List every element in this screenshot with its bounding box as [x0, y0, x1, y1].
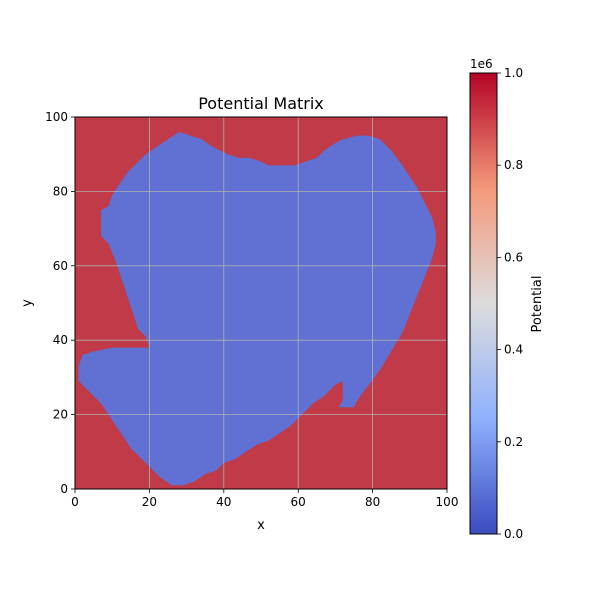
x-axis: 0 20 40 60 80 100: [71, 489, 458, 509]
y-tick-label: 20: [53, 408, 68, 422]
x-tick-label: 20: [142, 495, 157, 509]
colorbar-offset-label: 1e6: [470, 57, 493, 71]
colorbar: 0.0 0.2 0.4 0.6 0.8 1.0 1e6 Potential: [469, 57, 545, 541]
colorbar-tick-label: 0.4: [504, 343, 523, 357]
colorbar-tick-label: 1.0: [504, 66, 523, 80]
heatmap-region: [78, 131, 436, 486]
x-tick-label: 0: [71, 495, 79, 509]
x-axis-label: x: [257, 518, 265, 533]
colorbar-tick-label: 0.2: [504, 435, 523, 449]
x-tick-label: 60: [291, 495, 306, 509]
x-tick-label: 100: [436, 495, 459, 509]
y-axis: 0 20 40 60 80 100: [45, 110, 75, 496]
colorbar-tick-label: 0.6: [504, 250, 523, 264]
colorbar-gradient: [469, 72, 498, 535]
colorbar-label: Potential: [530, 276, 545, 333]
x-tick-label: 40: [216, 495, 231, 509]
y-axis-label: y: [20, 299, 35, 307]
y-tick-label: 0: [60, 482, 68, 496]
colorbar-tick-label: 0.8: [504, 158, 523, 172]
y-tick-label: 100: [45, 110, 68, 124]
plot-area: [74, 116, 448, 490]
y-tick-label: 80: [53, 184, 68, 198]
y-tick-label: 60: [53, 259, 68, 273]
colorbar-tick-label: 0.0: [504, 527, 523, 541]
x-tick-label: 80: [365, 495, 380, 509]
colorbar-ticks: 0.0 0.2 0.4 0.6 0.8 1.0: [497, 66, 523, 541]
plot-frame: [74, 116, 448, 490]
y-tick-label: 40: [53, 333, 68, 347]
chart-title: Potential Matrix: [198, 94, 324, 113]
